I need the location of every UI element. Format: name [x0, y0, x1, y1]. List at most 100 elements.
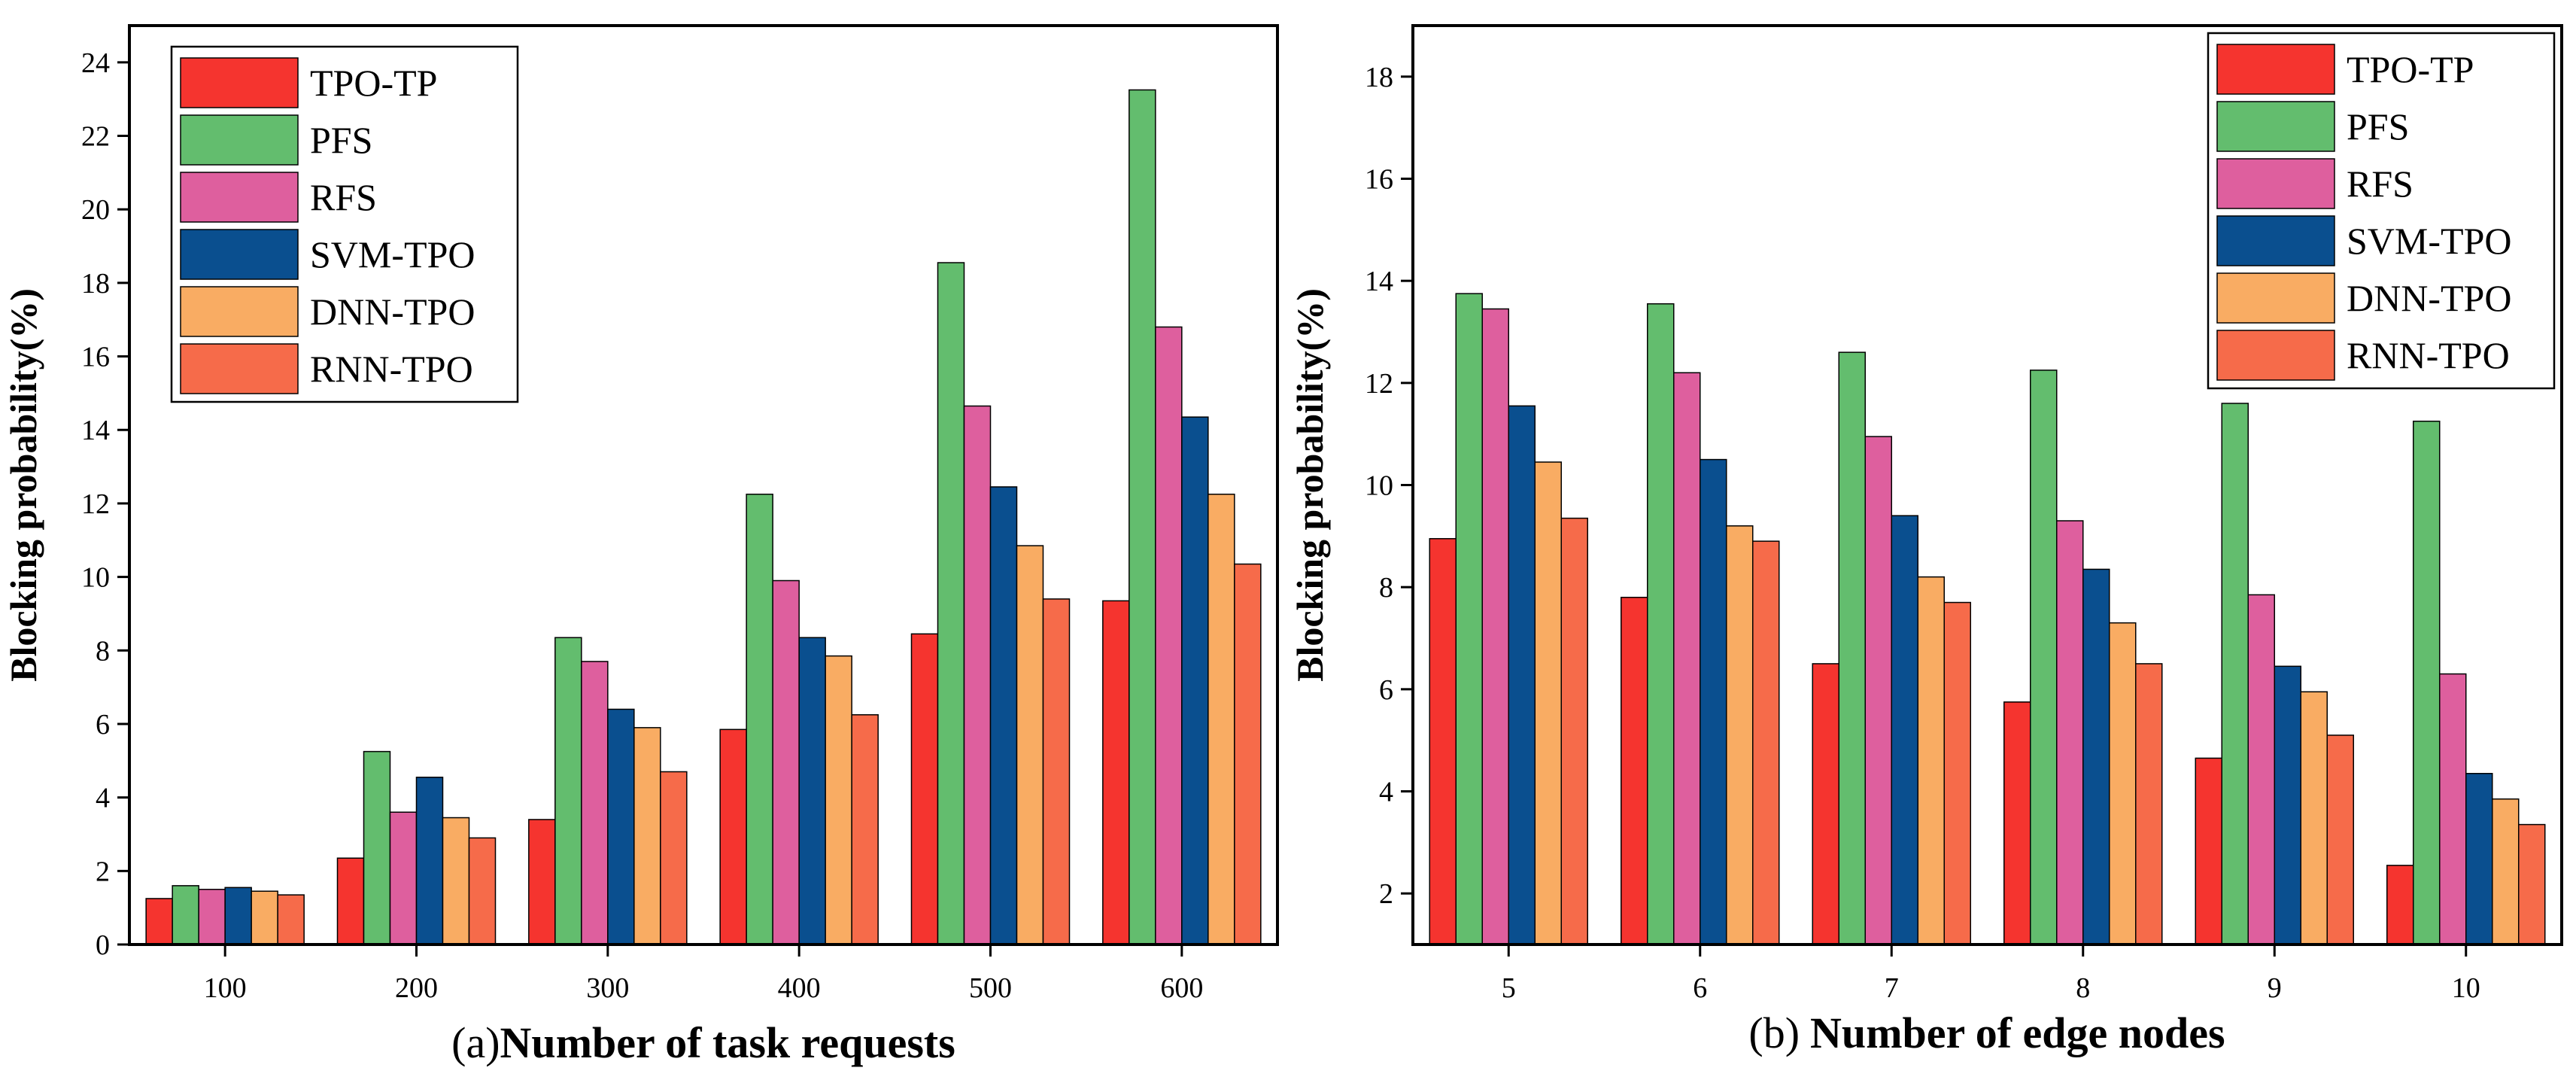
bar-tpo-tp-10: [2386, 865, 2414, 945]
legend: TPO-TP PFS RFS SVM-TPO DNN-TPO RNN-TPO: [170, 45, 519, 403]
x-tick-label: 5: [1502, 972, 1516, 1004]
legend-label-dnn-tpo: DNN-TPO: [2347, 277, 2511, 319]
legend-label-rfs: RFS: [2347, 163, 2413, 205]
legend-swatch-pfs: [2216, 101, 2335, 152]
legend-label-svm-tpo: SVM-TPO: [2347, 220, 2511, 262]
bar-svm-tpo-400: [798, 637, 826, 945]
legend-label-dnn-tpo: DNN-TPO: [310, 291, 475, 333]
bar-rnn-tpo-200: [468, 837, 497, 945]
bar-rnn-tpo-100: [277, 894, 305, 945]
legend-swatch-svm-tpo: [180, 229, 299, 280]
bar-rfs-10: [2439, 673, 2467, 945]
legend-label-pfs: PFS: [2347, 105, 2409, 148]
chart-panel-b: 2 4 6 8 10 12 14 16 18 5 6 7 8 9 10 TPO-TP PFS RFS SVM-TPO…: [1289, 24, 2563, 1057]
x-tick-label: 500: [969, 972, 1012, 1004]
x-axis-label-prefix: (b): [1748, 1008, 1800, 1057]
legend-label-rnn-tpo: RNN-TPO: [2347, 334, 2510, 376]
x-tick-label: 10: [2452, 972, 2480, 1004]
bar-pfs-10: [2413, 420, 2441, 945]
legend-swatch-dnn-tpo: [2216, 272, 2335, 324]
bar-dnn-tpo-400: [825, 655, 852, 945]
x-tick-label: 400: [778, 972, 821, 1004]
x-axis-label: (a)Number of task requests: [451, 1018, 955, 1067]
bar-rfs-600: [1155, 326, 1183, 945]
bar-svm-tpo-300: [607, 708, 635, 945]
bar-rfs-500: [963, 405, 992, 945]
legend-label-svm-tpo: SVM-TPO: [310, 233, 475, 275]
y-axis-label: Blocking probability(%): [2, 288, 44, 682]
bar-tpo-tp-600: [1102, 600, 1130, 945]
bar-dnn-tpo-600: [1208, 493, 1235, 945]
bar-rnn-tpo-300: [660, 771, 688, 945]
bar-svm-tpo-6: [1700, 458, 1727, 945]
bar-pfs-600: [1129, 89, 1156, 945]
bar-pfs-500: [937, 262, 965, 945]
y-tick-label: 4: [96, 783, 110, 814]
x-axis-label-prefix: (a): [451, 1018, 500, 1067]
legend-label-pfs: PFS: [310, 119, 372, 161]
bar-rnn-tpo-400: [851, 714, 879, 945]
legend-swatch-rnn-tpo: [180, 343, 299, 394]
bar-pfs-6: [1647, 303, 1675, 945]
bar-tpo-tp-8: [2003, 701, 2031, 945]
bar-rnn-tpo-8: [2135, 663, 2163, 945]
legend-swatch-svm-tpo: [2216, 215, 2335, 266]
bar-pfs-100: [172, 885, 199, 945]
bar-dnn-tpo-200: [442, 817, 470, 945]
bar-dnn-tpo-500: [1016, 545, 1044, 945]
x-tick-label: 600: [1160, 972, 1203, 1004]
bar-svm-tpo-600: [1181, 416, 1209, 945]
bar-svm-tpo-9: [2274, 665, 2301, 945]
y-tick-label: 8: [1379, 572, 1393, 604]
bar-rfs-7: [1864, 436, 1892, 945]
y-tick-label: 6: [96, 709, 110, 741]
bar-rfs-300: [581, 661, 609, 945]
y-axis-label: Blocking probability(%): [1289, 288, 1331, 682]
bar-dnn-tpo-10: [2492, 798, 2520, 945]
bar-dnn-tpo-7: [1917, 576, 1945, 945]
legend-swatch-tpo-tp: [2216, 44, 2335, 95]
bar-rnn-tpo-5: [1560, 517, 1588, 945]
x-tick-label: 300: [586, 972, 629, 1004]
bar-tpo-tp-300: [528, 819, 556, 945]
y-tick-label: 16: [81, 342, 110, 373]
plot-frame: [1411, 24, 2563, 946]
bar-tpo-tp-500: [910, 633, 939, 945]
bar-rnn-tpo-9: [2326, 735, 2354, 945]
bar-rnn-tpo-7: [1943, 601, 1971, 945]
y-tick-label: 0: [96, 929, 110, 961]
bar-tpo-tp-100: [145, 898, 173, 945]
bar-dnn-tpo-100: [251, 890, 278, 945]
bar-svm-tpo-8: [2082, 568, 2110, 945]
y-tick-label: 14: [1365, 266, 1393, 297]
legend-swatch-pfs: [180, 114, 299, 166]
x-axis-label-title: Number of edge nodes: [1810, 1008, 2225, 1057]
bar-pfs-7: [1838, 351, 1866, 945]
bar-rfs-5: [1481, 308, 1509, 945]
legend-label-rnn-tpo: RNN-TPO: [310, 348, 473, 390]
x-tick-label: 8: [2076, 972, 2090, 1004]
bar-pfs-8: [2030, 370, 2058, 945]
bar-svm-tpo-500: [989, 486, 1018, 945]
y-tick-label: 14: [81, 415, 110, 446]
bar-pfs-400: [746, 493, 773, 945]
bar-rfs-8: [2056, 520, 2084, 945]
bar-dnn-tpo-300: [633, 727, 661, 945]
bar-dnn-tpo-9: [2300, 691, 2328, 945]
x-tick-label: 100: [204, 972, 247, 1004]
y-tick-label: 4: [1379, 777, 1393, 808]
legend-label-rfs: RFS: [310, 176, 377, 218]
bar-tpo-tp-200: [336, 857, 365, 945]
bar-dnn-tpo-8: [2109, 622, 2137, 945]
bar-rnn-tpo-600: [1234, 563, 1262, 945]
legend-swatch-rfs: [2216, 158, 2335, 209]
y-tick-label: 20: [81, 194, 110, 226]
bar-dnn-tpo-6: [1726, 525, 1754, 945]
y-tick-label: 24: [81, 47, 110, 79]
x-axis-label-title: Number of task requests: [500, 1018, 955, 1067]
bar-tpo-tp-7: [1812, 663, 1839, 945]
bar-rfs-6: [1673, 372, 1701, 945]
bar-rnn-tpo-500: [1042, 598, 1071, 945]
legend-swatch-rnn-tpo: [2216, 330, 2335, 381]
